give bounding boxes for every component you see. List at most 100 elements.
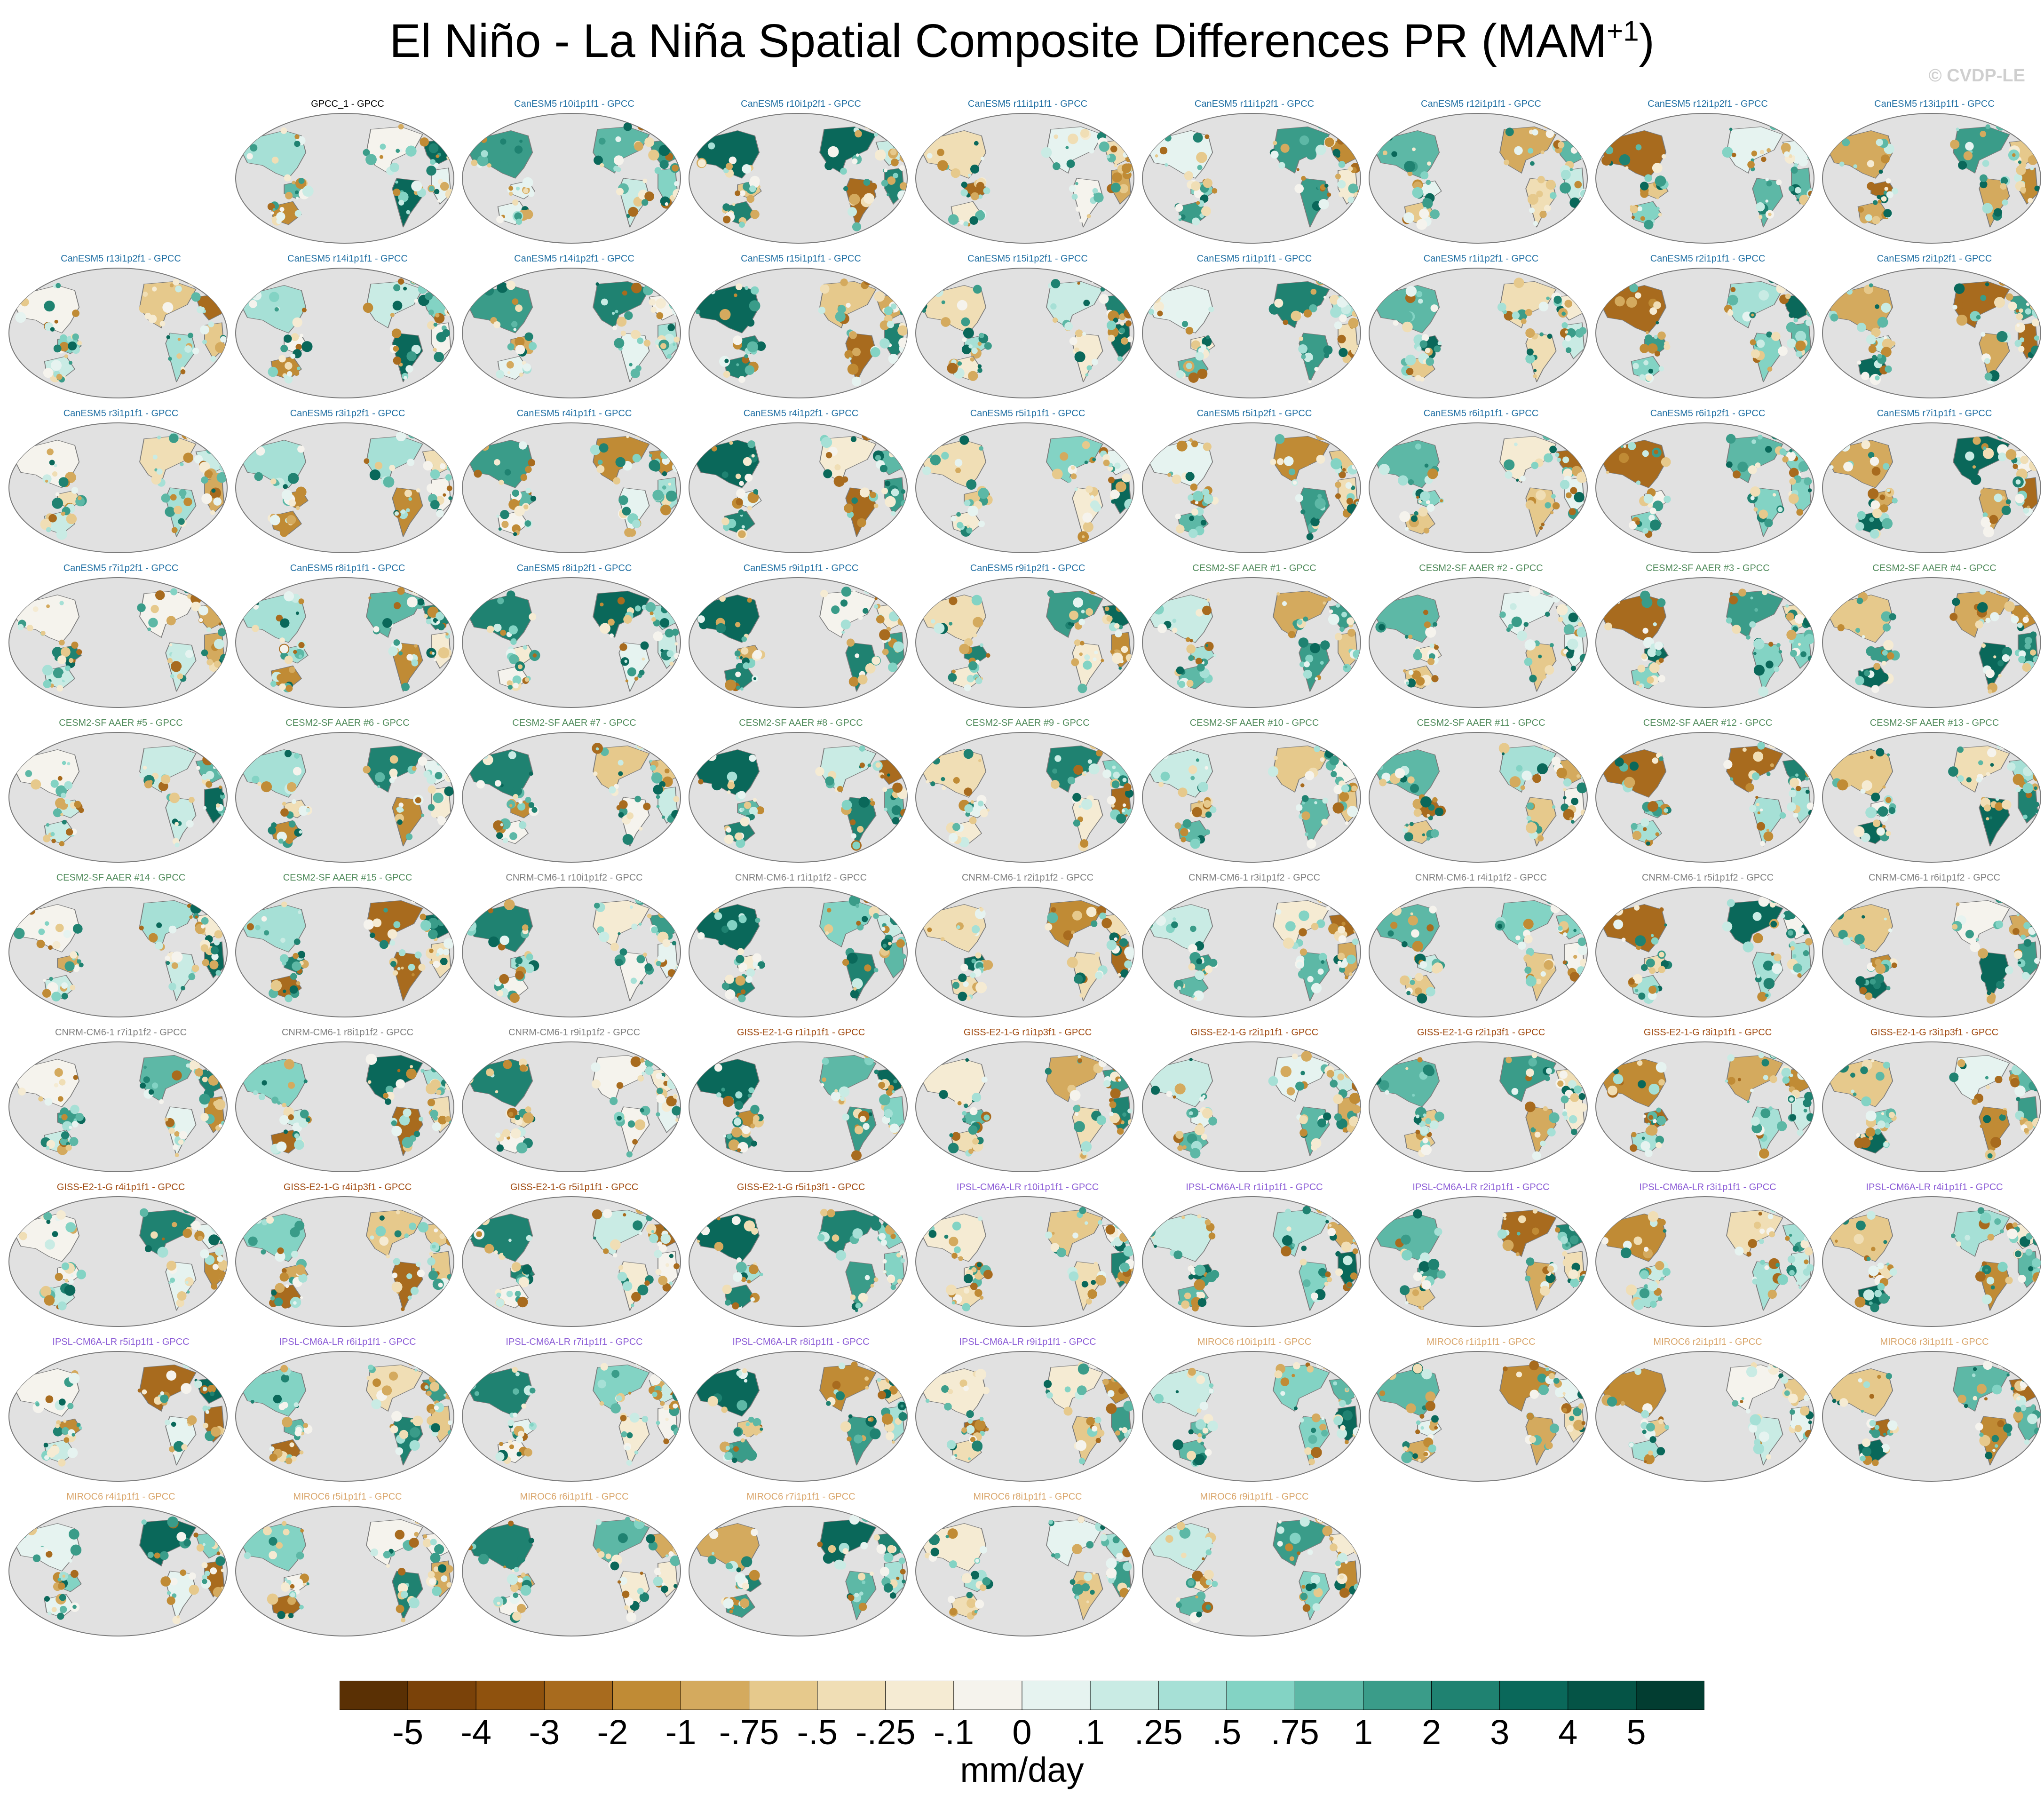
anomaly-patch [200, 889, 209, 897]
anomaly-patch [1407, 171, 1413, 176]
anomaly-patch [615, 457, 626, 468]
anomaly-patch [1772, 278, 1776, 282]
anomaly-patch [421, 430, 433, 442]
anomaly-patch [1420, 796, 1432, 808]
anomaly-patch [1172, 474, 1181, 485]
anomaly-patch [1067, 777, 1076, 785]
anomaly-patch [823, 469, 832, 478]
anomaly-patch [257, 782, 262, 786]
anomaly-patch [443, 138, 446, 142]
anomaly-patch [179, 887, 189, 897]
anomaly-patch [280, 344, 288, 352]
anomaly-patch [1729, 127, 1733, 131]
map-ocean-background [462, 577, 681, 708]
anomaly-patch [1407, 776, 1415, 784]
anomaly-patch [1118, 667, 1122, 670]
anomaly-patch [1784, 151, 1790, 157]
anomaly-patch [1561, 322, 1568, 329]
anomaly-patch [403, 376, 407, 380]
anomaly-patch [896, 912, 899, 915]
anomaly-patch [528, 190, 535, 197]
anomaly-patch [1276, 592, 1280, 596]
anomaly-patch [1069, 185, 1076, 192]
anomaly-patch [1427, 658, 1435, 666]
anomaly-patch [198, 605, 208, 616]
anomaly-patch [1196, 758, 1199, 762]
anomaly-patch [959, 435, 969, 445]
anomaly-patch [1094, 651, 1098, 655]
anomaly-patch [1560, 479, 1570, 490]
world-map [1822, 422, 2041, 553]
anomaly-patch [1315, 677, 1318, 681]
map-panel-label: CESM2-SF AAER #8 - GPCC [739, 718, 863, 728]
anomaly-patch [869, 121, 879, 131]
anomaly-patch [1558, 124, 1562, 128]
anomaly-patch [156, 922, 162, 928]
anomaly-patch [529, 771, 533, 776]
anomaly-patch [195, 915, 198, 919]
anomaly-patch [1868, 345, 1877, 353]
anomaly-patch [1761, 156, 1767, 162]
anomaly-patch [871, 894, 877, 900]
anomaly-patch [178, 887, 188, 897]
land-mass [1542, 272, 1566, 282]
anomaly-patch [1862, 915, 1865, 919]
anomaly-patch [755, 492, 759, 495]
anomaly-patch [653, 740, 658, 745]
map-panel: CanESM5 r5i1p1f1 - GPCC [914, 408, 1141, 564]
anomaly-patch [290, 973, 297, 980]
anomaly-patch [1755, 462, 1761, 468]
anomaly-patch [2020, 187, 2027, 193]
anomaly-patch [1948, 766, 1958, 777]
anomaly-patch [1097, 587, 1105, 594]
map-panel: CanESM5 r5i1p2f1 - GPCC [1141, 408, 1368, 564]
anomaly-patch [1173, 917, 1176, 921]
anomaly-patch [1126, 926, 1134, 937]
anomaly-patch [2022, 616, 2029, 623]
anomaly-patch [513, 328, 516, 331]
anomaly-patch [623, 615, 632, 624]
anomaly-patch [637, 113, 648, 124]
land-mass [1147, 130, 1213, 179]
anomaly-patch [1091, 431, 1095, 436]
anomaly-patch [626, 812, 634, 819]
anomaly-patch [1521, 318, 1527, 324]
anomaly-patch [1299, 928, 1307, 937]
anomaly-patch [1550, 584, 1554, 589]
world-map [235, 887, 454, 1017]
anomaly-patch [1339, 792, 1349, 802]
anomaly-patch [1298, 344, 1308, 354]
anomaly-patch [2029, 300, 2041, 311]
anomaly-patch [887, 320, 895, 328]
anomaly-patch [1556, 888, 1568, 900]
anomaly-patch [1406, 991, 1411, 995]
anomaly-patch [1649, 519, 1661, 531]
anomaly-patch [494, 780, 501, 787]
anomaly-patch [1312, 887, 1322, 898]
anomaly-patch [1339, 627, 1345, 632]
anomaly-patch [420, 920, 431, 931]
anomaly-patch [1580, 923, 1584, 929]
anomaly-patch [1176, 524, 1185, 533]
map-panel: CanESM5 r6i1p2f1 - GPCC [1594, 408, 1821, 564]
anomaly-patch [1071, 193, 1078, 200]
anomaly-patch [1412, 187, 1423, 199]
anomaly-patch [930, 454, 941, 466]
land-mass [1996, 891, 2019, 901]
anomaly-patch [284, 655, 293, 664]
anomaly-patch [183, 453, 194, 463]
map-panel: CESM2-SF AAER #15 - GPCC [234, 873, 461, 1028]
anomaly-patch [2026, 908, 2036, 919]
anomaly-patch [651, 617, 656, 622]
anomaly-patch [1541, 523, 1545, 526]
anomaly-patch [1335, 174, 1341, 180]
land-mass [1315, 736, 1339, 747]
anomaly-patch [1994, 116, 1999, 120]
map-panel: CanESM5 r12i1p2f1 - GPCC [1594, 99, 1821, 254]
anomaly-patch [1041, 147, 1052, 158]
anomaly-patch [978, 520, 985, 527]
anomaly-patch [948, 673, 957, 682]
anomaly-patch [1074, 347, 1079, 352]
world-map [462, 577, 681, 708]
land-mass [1089, 117, 1112, 127]
